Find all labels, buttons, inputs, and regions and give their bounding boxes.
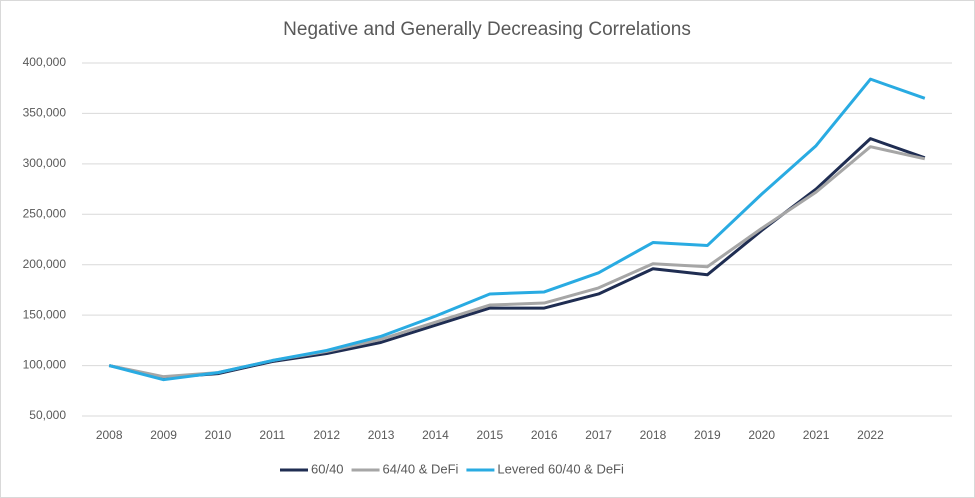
x-tick-label: 2008 (96, 428, 123, 442)
y-tick-label: 300,000 (23, 156, 67, 170)
legend-label: 60/40 (311, 461, 344, 476)
x-tick-label: 2022 (857, 428, 884, 442)
y-tick-label: 50,000 (29, 408, 66, 422)
y-tick-label: 400,000 (23, 55, 67, 69)
x-tick-label: 2016 (531, 428, 558, 442)
series-line (108, 77, 926, 382)
y-tick-label: 100,000 (23, 358, 67, 372)
y-tick-label: 350,000 (23, 106, 67, 120)
x-tick-label: 2017 (585, 428, 612, 442)
x-tick-label: 2020 (748, 428, 775, 442)
chart-title: Negative and Generally Decreasing Correl… (283, 19, 691, 40)
y-tick-label: 150,000 (23, 307, 67, 321)
x-tick-label: 2018 (640, 428, 667, 442)
legend-label: Levered 60/40 & DeFi (497, 461, 624, 476)
x-tick-label: 2021 (803, 428, 830, 442)
x-tick-label: 2019 (694, 428, 721, 442)
x-tick-label: 2011 (259, 428, 285, 442)
x-tick-label: 2014 (422, 428, 449, 442)
x-tick-label: 2009 (150, 428, 177, 442)
x-tick-label: 2015 (476, 428, 503, 442)
x-tick-label: 2010 (205, 428, 232, 442)
y-tick-label: 250,000 (23, 206, 67, 220)
y-tick-label: 200,000 (23, 257, 67, 271)
legend-label: 64/40 & DeFi (383, 461, 459, 476)
x-tick-label: 2013 (368, 428, 395, 442)
x-tick-label: 2012 (313, 428, 340, 442)
